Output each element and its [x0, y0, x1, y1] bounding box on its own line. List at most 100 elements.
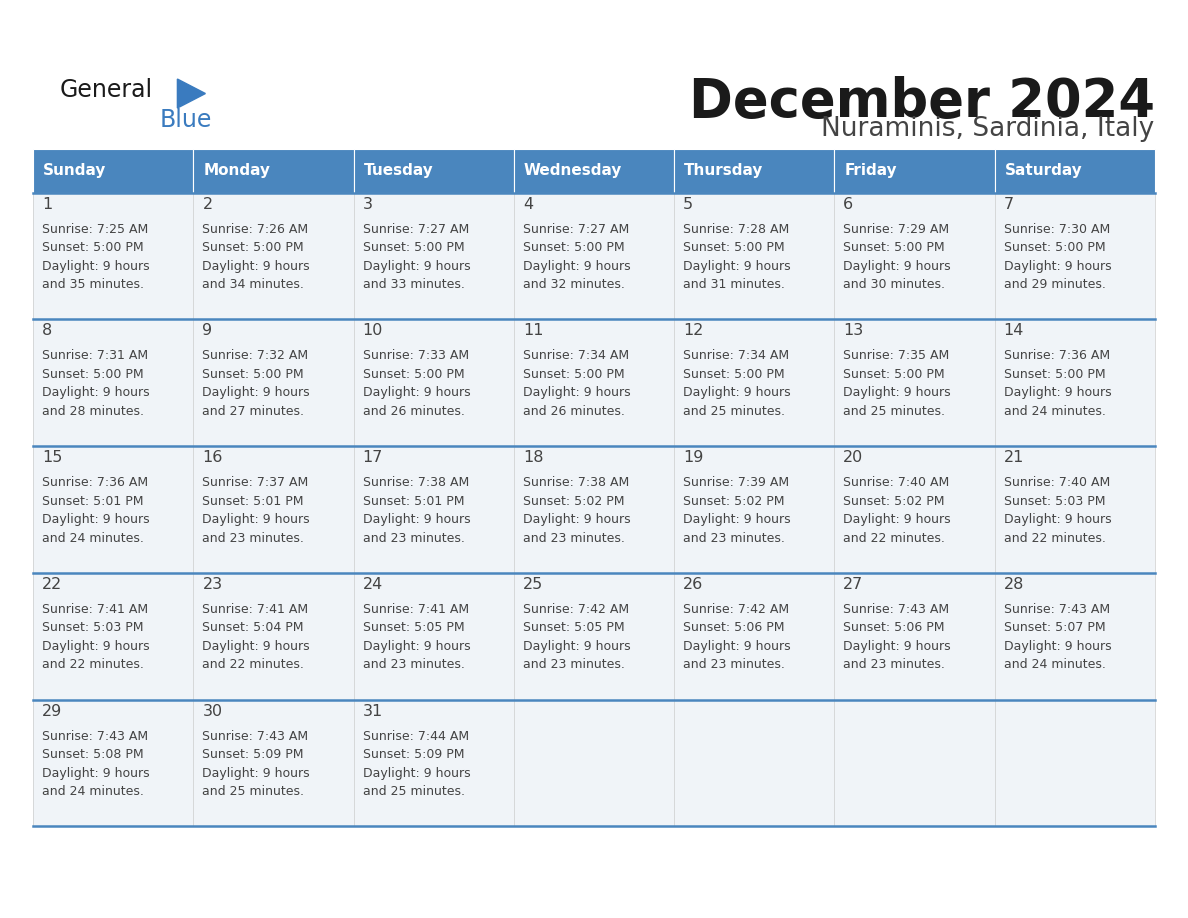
- Polygon shape: [177, 79, 206, 108]
- Text: Blue: Blue: [159, 108, 211, 132]
- Text: Daylight: 9 hours: Daylight: 9 hours: [683, 386, 791, 399]
- Bar: [33, 149, 194, 193]
- Text: Daylight: 9 hours: Daylight: 9 hours: [523, 640, 631, 653]
- Text: 30: 30: [202, 703, 222, 719]
- Bar: [354, 573, 514, 700]
- Text: and 25 minutes.: and 25 minutes.: [683, 405, 785, 418]
- Bar: [33, 319, 194, 446]
- Text: Sunrise: 7:42 AM: Sunrise: 7:42 AM: [523, 603, 628, 616]
- Text: Sunrise: 7:43 AM: Sunrise: 7:43 AM: [202, 730, 309, 743]
- Text: Sunset: 5:06 PM: Sunset: 5:06 PM: [683, 621, 784, 634]
- Text: and 23 minutes.: and 23 minutes.: [843, 658, 946, 671]
- Bar: [674, 446, 834, 573]
- Bar: [194, 319, 354, 446]
- Bar: [994, 446, 1155, 573]
- Text: Daylight: 9 hours: Daylight: 9 hours: [683, 513, 791, 526]
- Text: 24: 24: [362, 577, 383, 592]
- Text: 31: 31: [362, 703, 383, 719]
- Text: Daylight: 9 hours: Daylight: 9 hours: [362, 767, 470, 779]
- Text: 29: 29: [43, 703, 63, 719]
- Text: Sunrise: 7:35 AM: Sunrise: 7:35 AM: [843, 350, 949, 363]
- Text: Sunrise: 7:42 AM: Sunrise: 7:42 AM: [683, 603, 789, 616]
- Text: 20: 20: [843, 450, 864, 465]
- Text: and 30 minutes.: and 30 minutes.: [843, 278, 946, 291]
- Text: and 24 minutes.: and 24 minutes.: [43, 532, 144, 544]
- Text: General: General: [59, 78, 152, 102]
- Text: Daylight: 9 hours: Daylight: 9 hours: [843, 640, 950, 653]
- Text: Sunrise: 7:43 AM: Sunrise: 7:43 AM: [843, 603, 949, 616]
- Text: Daylight: 9 hours: Daylight: 9 hours: [43, 640, 150, 653]
- Text: Daylight: 9 hours: Daylight: 9 hours: [523, 513, 631, 526]
- Bar: [194, 193, 354, 319]
- Text: Sunset: 5:07 PM: Sunset: 5:07 PM: [1004, 621, 1105, 634]
- Text: Sunset: 5:02 PM: Sunset: 5:02 PM: [843, 495, 944, 508]
- Text: Sunset: 5:02 PM: Sunset: 5:02 PM: [523, 495, 625, 508]
- Text: Daylight: 9 hours: Daylight: 9 hours: [43, 260, 150, 273]
- Text: Sunset: 5:04 PM: Sunset: 5:04 PM: [202, 621, 304, 634]
- Text: and 24 minutes.: and 24 minutes.: [1004, 658, 1105, 671]
- Bar: [834, 149, 994, 193]
- Text: Daylight: 9 hours: Daylight: 9 hours: [523, 386, 631, 399]
- Text: 4: 4: [523, 196, 533, 212]
- Text: Wednesday: Wednesday: [524, 163, 623, 178]
- Text: Daylight: 9 hours: Daylight: 9 hours: [202, 767, 310, 779]
- Text: Sunset: 5:00 PM: Sunset: 5:00 PM: [362, 241, 465, 254]
- Text: 9: 9: [202, 323, 213, 339]
- Text: Daylight: 9 hours: Daylight: 9 hours: [202, 513, 310, 526]
- Text: 10: 10: [362, 323, 383, 339]
- Text: Sunrise: 7:37 AM: Sunrise: 7:37 AM: [202, 476, 309, 489]
- Text: and 24 minutes.: and 24 minutes.: [1004, 405, 1105, 418]
- Text: 22: 22: [43, 577, 63, 592]
- Bar: [354, 193, 514, 319]
- Text: Sunset: 5:00 PM: Sunset: 5:00 PM: [202, 241, 304, 254]
- Text: Monday: Monday: [203, 163, 271, 178]
- Text: Daylight: 9 hours: Daylight: 9 hours: [683, 260, 791, 273]
- Text: 17: 17: [362, 450, 383, 465]
- Text: Sunset: 5:01 PM: Sunset: 5:01 PM: [202, 495, 304, 508]
- Text: 27: 27: [843, 577, 864, 592]
- Text: and 26 minutes.: and 26 minutes.: [523, 405, 625, 418]
- Text: and 28 minutes.: and 28 minutes.: [43, 405, 144, 418]
- Bar: [354, 319, 514, 446]
- Text: Sunset: 5:05 PM: Sunset: 5:05 PM: [362, 621, 465, 634]
- Bar: [994, 149, 1155, 193]
- Text: Sunset: 5:00 PM: Sunset: 5:00 PM: [683, 368, 785, 381]
- Text: Sunset: 5:09 PM: Sunset: 5:09 PM: [202, 748, 304, 761]
- Text: and 31 minutes.: and 31 minutes.: [683, 278, 785, 291]
- Bar: [514, 319, 674, 446]
- Text: Sunrise: 7:26 AM: Sunrise: 7:26 AM: [202, 223, 309, 236]
- Text: and 23 minutes.: and 23 minutes.: [523, 532, 625, 544]
- Bar: [33, 446, 194, 573]
- Bar: [994, 573, 1155, 700]
- Text: 5: 5: [683, 196, 694, 212]
- Text: Daylight: 9 hours: Daylight: 9 hours: [202, 386, 310, 399]
- Text: Sunrise: 7:33 AM: Sunrise: 7:33 AM: [362, 350, 469, 363]
- Text: Friday: Friday: [845, 163, 897, 178]
- Bar: [674, 573, 834, 700]
- Text: Sunset: 5:00 PM: Sunset: 5:00 PM: [843, 241, 944, 254]
- Text: Sunset: 5:03 PM: Sunset: 5:03 PM: [1004, 495, 1105, 508]
- Bar: [674, 193, 834, 319]
- Bar: [514, 446, 674, 573]
- Text: 23: 23: [202, 577, 222, 592]
- Text: 16: 16: [202, 450, 223, 465]
- Text: 21: 21: [1004, 450, 1024, 465]
- Text: Daylight: 9 hours: Daylight: 9 hours: [43, 386, 150, 399]
- Text: and 24 minutes.: and 24 minutes.: [43, 785, 144, 798]
- Text: 11: 11: [523, 323, 543, 339]
- Text: Sunrise: 7:41 AM: Sunrise: 7:41 AM: [202, 603, 309, 616]
- Text: Sunset: 5:06 PM: Sunset: 5:06 PM: [843, 621, 944, 634]
- Text: Sunrise: 7:27 AM: Sunrise: 7:27 AM: [362, 223, 469, 236]
- Text: Daylight: 9 hours: Daylight: 9 hours: [1004, 386, 1111, 399]
- Text: Daylight: 9 hours: Daylight: 9 hours: [843, 513, 950, 526]
- Text: 7: 7: [1004, 196, 1013, 212]
- Text: and 32 minutes.: and 32 minutes.: [523, 278, 625, 291]
- Text: 6: 6: [843, 196, 853, 212]
- Text: and 23 minutes.: and 23 minutes.: [683, 532, 785, 544]
- Text: Daylight: 9 hours: Daylight: 9 hours: [43, 767, 150, 779]
- Bar: [354, 149, 514, 193]
- Text: 14: 14: [1004, 323, 1024, 339]
- Text: 12: 12: [683, 323, 703, 339]
- Text: Daylight: 9 hours: Daylight: 9 hours: [1004, 260, 1111, 273]
- Text: Sunset: 5:01 PM: Sunset: 5:01 PM: [43, 495, 144, 508]
